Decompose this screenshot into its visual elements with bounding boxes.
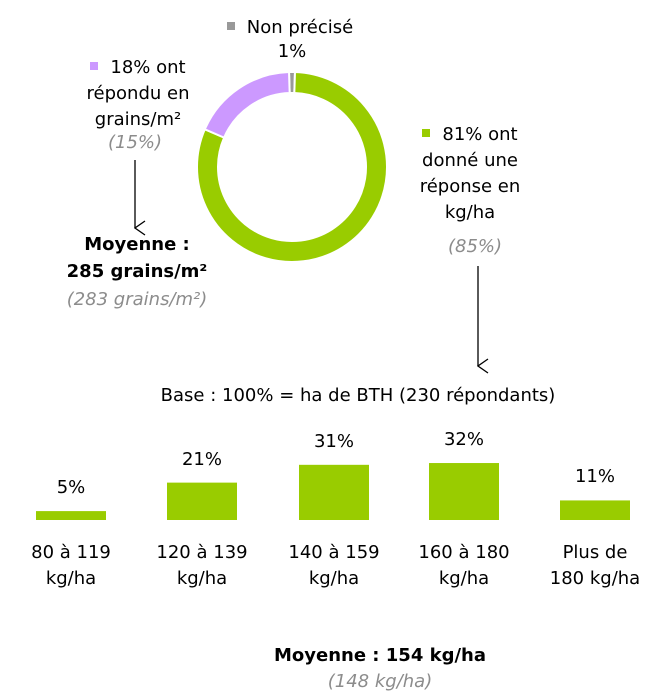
mean-value: 285 grains/m² bbox=[66, 261, 208, 282]
x-tick-label: 80 à 119 kg/ha bbox=[31, 542, 111, 589]
previous-value: (85%) bbox=[447, 236, 503, 257]
mean-title: Moyenne : bbox=[84, 234, 190, 255]
slice-label: 81% ont donné une réponse en kg/ha bbox=[410, 122, 530, 226]
previous-value: (15%) bbox=[107, 132, 163, 153]
slice-value-label: 18% bbox=[110, 57, 151, 78]
bar-value-label: 31% bbox=[313, 430, 354, 452]
x-tick-label: Plus de 180 kg/ha bbox=[549, 542, 641, 589]
legend-swatch bbox=[90, 62, 99, 70]
base-note: Base : 100% = ha de BTH (230 répondants) bbox=[160, 385, 556, 406]
legend-swatch bbox=[226, 22, 235, 30]
slice-value-label: 81% bbox=[442, 124, 483, 145]
slice-category: ont donné une réponse en kg/ha bbox=[419, 124, 521, 223]
slice-category: ont répondu en grains/m² bbox=[86, 57, 190, 130]
legend-swatch bbox=[422, 129, 431, 137]
bar bbox=[299, 464, 369, 520]
x-tick-label: 120 à 139 kg/ha bbox=[156, 542, 248, 589]
bar bbox=[429, 463, 499, 520]
mean-value: Moyenne : 154 kg/ha bbox=[273, 645, 487, 666]
slice-label: 18% ont répondu en grains/m² bbox=[68, 55, 208, 133]
bar bbox=[560, 500, 630, 520]
donut-slice bbox=[196, 71, 388, 263]
bar-value-label: 11% bbox=[574, 466, 615, 488]
bar bbox=[36, 511, 106, 520]
slice-value-label: 1% bbox=[277, 41, 307, 62]
donut-slice bbox=[203, 71, 291, 139]
slice-label: Non précisé bbox=[190, 15, 390, 41]
bar-value-label: 32% bbox=[443, 429, 484, 451]
mean-previous: (148 kg/ha) bbox=[327, 671, 433, 692]
bar-value-label: 21% bbox=[181, 448, 222, 470]
x-tick-label: 160 à 180 kg/ha bbox=[418, 542, 510, 589]
bar bbox=[167, 482, 237, 520]
bar-value-label: 5% bbox=[56, 477, 86, 499]
slice-category: Non précisé bbox=[246, 17, 354, 38]
mean-previous: (283 grains/m²) bbox=[66, 289, 208, 310]
x-tick-label: 140 à 159 kg/ha bbox=[288, 542, 380, 589]
